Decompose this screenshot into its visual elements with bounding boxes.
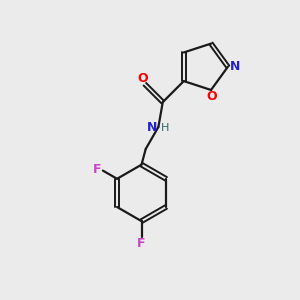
Text: N: N [230,60,241,73]
Text: F: F [137,237,146,250]
Text: F: F [93,163,102,176]
Text: H: H [161,124,169,134]
Text: O: O [137,72,148,86]
Text: N: N [147,121,157,134]
Text: O: O [206,90,217,103]
